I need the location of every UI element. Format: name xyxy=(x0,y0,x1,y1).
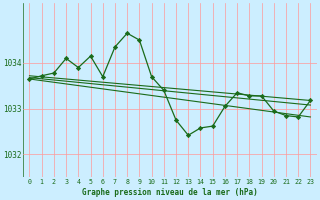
X-axis label: Graphe pression niveau de la mer (hPa): Graphe pression niveau de la mer (hPa) xyxy=(82,188,258,197)
